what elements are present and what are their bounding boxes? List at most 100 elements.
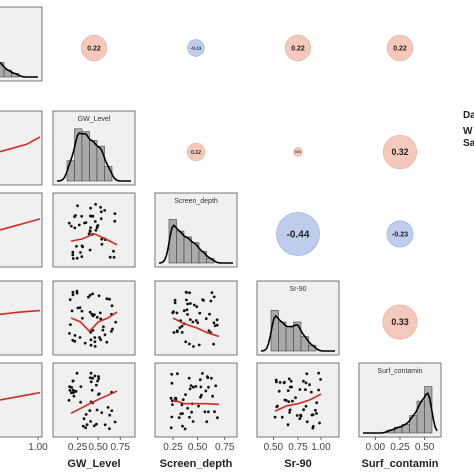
scatter-cell-4-2	[154, 362, 238, 438]
scatter-point	[94, 383, 98, 387]
scatter-point	[200, 393, 203, 397]
scatter-point	[175, 329, 179, 333]
correlation-cell-0-2: -0.11	[187, 39, 205, 57]
scatter-point	[189, 302, 192, 305]
diagonal-cell-4: Surf_contamin	[358, 362, 442, 438]
scatter-point	[75, 256, 79, 260]
scatter-point	[88, 310, 92, 314]
scatter-point	[99, 210, 103, 214]
correlation-cell-3-4: 0.33	[382, 304, 418, 340]
correlation-circle	[382, 304, 418, 340]
scatter-point	[113, 420, 117, 424]
scatter-cell-2-0	[0, 192, 43, 268]
scatter-point	[71, 379, 75, 383]
scatter-point	[185, 298, 188, 302]
scatter-point	[108, 427, 111, 431]
scatter-point	[190, 410, 194, 414]
scatter-point	[106, 406, 110, 409]
scatter-point	[95, 408, 99, 412]
scatter-point	[188, 387, 192, 391]
x-tick-label: 0.25	[68, 442, 88, 453]
scatter-point	[277, 389, 281, 393]
scatter-point	[69, 224, 73, 228]
trend-line	[70, 390, 118, 415]
correlation-cell-1-4: 0.32	[382, 134, 418, 170]
scatter-point	[111, 327, 114, 331]
correlation-label: -0.44	[287, 230, 310, 241]
scatter-point	[207, 385, 210, 389]
correlation-circle	[382, 134, 418, 170]
scatter-point	[102, 325, 105, 329]
scatter-point	[68, 388, 72, 392]
correlation-label: 0.22	[291, 45, 305, 52]
scatter-point	[175, 311, 179, 315]
scatter-point	[178, 326, 182, 330]
x-tick-label: 0.50	[264, 442, 284, 453]
scatter-point	[201, 372, 204, 375]
scatter-point	[71, 253, 75, 257]
scatter-point	[96, 224, 100, 227]
correlation-cell-0-1: 0.22	[80, 34, 108, 62]
trend-line	[0, 136, 41, 153]
scatter-point	[180, 324, 184, 328]
scatter-point	[173, 298, 177, 302]
histogram-bar	[96, 145, 105, 182]
margin-text: W	[463, 126, 473, 137]
correlation-label: 0.01	[295, 150, 301, 154]
scatter-point	[289, 379, 293, 383]
correlation-circle	[80, 34, 108, 62]
scatter-point	[288, 408, 292, 412]
scatter-point	[71, 250, 75, 254]
scatter-point	[97, 375, 100, 378]
scatter-point	[286, 423, 290, 427]
scatter-point	[194, 319, 198, 322]
scatter-point	[73, 226, 77, 230]
scatter-point	[88, 293, 92, 297]
scatter-point	[80, 244, 84, 248]
scatter-point	[304, 388, 307, 391]
correlation-circle	[293, 147, 303, 157]
scatter-point	[95, 422, 98, 426]
scatter-point	[75, 244, 78, 248]
correlation-label: 0.22	[87, 45, 101, 52]
histogram-bar	[278, 321, 287, 352]
scatter-point	[105, 340, 109, 344]
scatter-point	[98, 311, 102, 315]
scatter-point	[315, 412, 318, 415]
x-variable-label: Screen_depth	[160, 458, 233, 470]
diagonal-variable-label: GW_Level	[78, 116, 111, 123]
scatter-point	[215, 318, 219, 322]
scatter-point	[209, 299, 213, 303]
scatter-point	[196, 321, 200, 325]
margin-text: Da	[463, 110, 474, 121]
trend-line	[70, 311, 118, 333]
diagonal-cell-1: GW_Level	[52, 110, 136, 186]
scatter-point	[77, 223, 81, 227]
scatter-cell-4-3	[256, 362, 340, 438]
scatter-point	[170, 415, 174, 419]
scatter-point	[191, 420, 195, 423]
scatter-point	[112, 249, 115, 253]
scatter-point	[295, 414, 299, 417]
correlation-cell-0-4: 0.22	[386, 34, 414, 62]
scatter-point	[99, 317, 103, 321]
scatter-point	[91, 292, 95, 296]
scatter-point	[78, 336, 82, 339]
scatter-point	[83, 221, 86, 225]
scatter-point	[103, 209, 107, 212]
scatter-point	[198, 378, 202, 382]
scatter-point	[317, 371, 320, 375]
scatter-point	[67, 398, 71, 402]
panel-background	[0, 192, 43, 268]
scatter-point	[185, 291, 189, 294]
scatter-point	[288, 385, 292, 389]
scatter-point	[99, 205, 102, 209]
scatter-point	[79, 251, 82, 254]
scatter-point	[192, 345, 195, 348]
scatter-cell-2-1	[52, 192, 136, 268]
scatter-point	[211, 394, 215, 398]
scatter-point	[180, 331, 184, 334]
scatter-point	[114, 320, 118, 324]
scatter-point	[204, 317, 208, 320]
scatter-point	[183, 427, 187, 431]
